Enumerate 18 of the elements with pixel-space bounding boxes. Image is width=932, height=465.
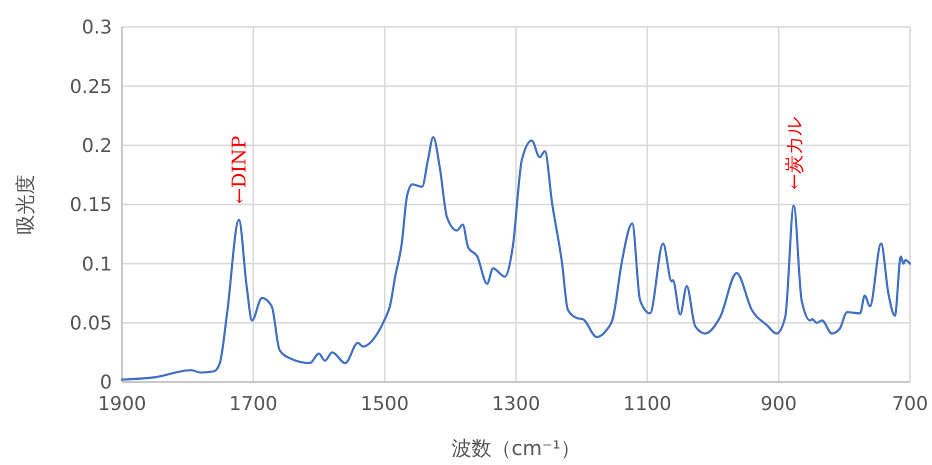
x-tick-label: 1100 (623, 393, 672, 415)
x-tick-label: 1900 (98, 393, 146, 415)
y-tick-label: 0.2 (82, 134, 112, 157)
y-tick-label: 0.1 (82, 253, 112, 276)
x-tick-label: 900 (760, 393, 797, 415)
y-tick-label: 0 (100, 372, 112, 394)
y-axis-title: 吸光度 (13, 174, 37, 234)
x-tick-label: 1500 (360, 393, 409, 415)
y-tick-label: 0.05 (70, 312, 112, 334)
y-tick-label: 0.25 (70, 76, 112, 98)
annotation: ←炭カル (783, 116, 806, 190)
x-tick-label: 1300 (492, 393, 540, 415)
x-tick-label: 700 (892, 393, 928, 415)
annotation: ←DINP (228, 136, 251, 204)
y-tick-label: 0.15 (70, 194, 112, 216)
x-axis-title: 波数（cm⁻¹） (451, 436, 581, 460)
y-tick-label: 0.3 (82, 16, 112, 39)
x-tick-label: 1700 (229, 393, 278, 415)
